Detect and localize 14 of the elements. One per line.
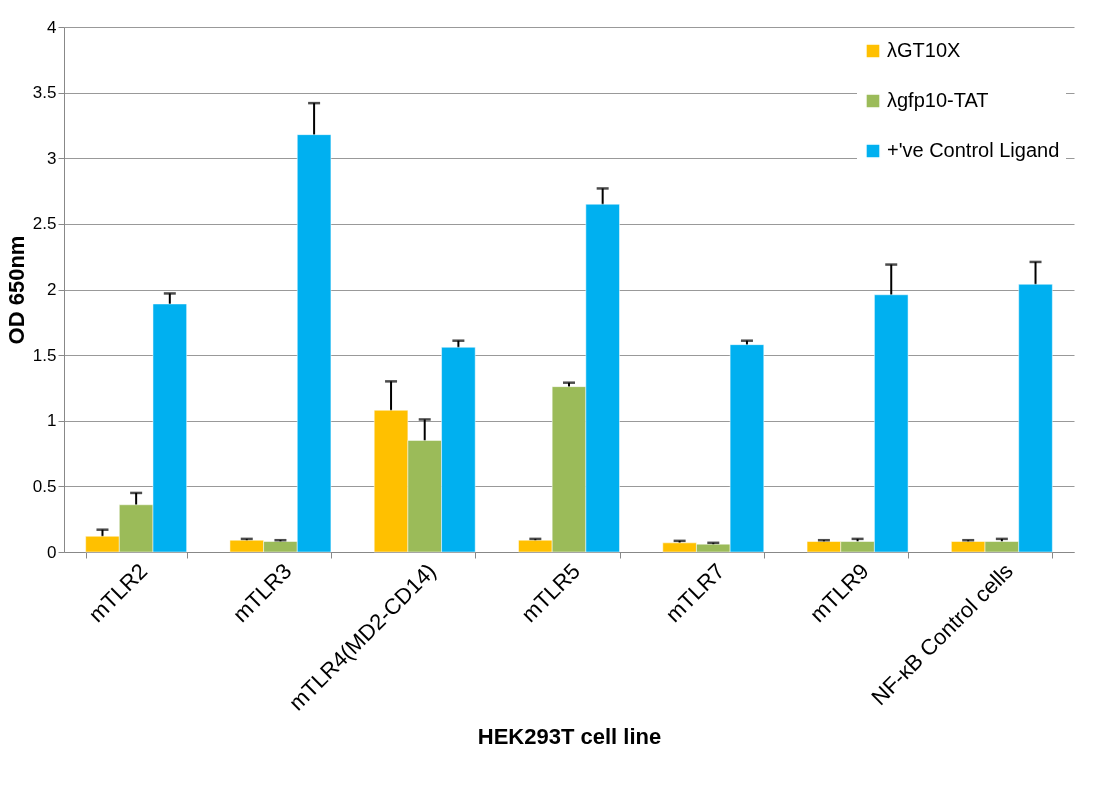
legend-label: +'ve Control Ligand xyxy=(887,139,1060,161)
y-tick-label: 1 xyxy=(47,411,57,431)
y-tick-label: 2 xyxy=(47,280,57,299)
y-tick-label: 4 xyxy=(47,17,57,37)
y-tick-label: 2.5 xyxy=(32,214,57,234)
x-axis-title: HEK293T cell line xyxy=(477,723,662,749)
y-tick-label: 1.5 xyxy=(32,345,57,365)
legend-label: λgfp10-TAT xyxy=(887,89,989,111)
y-tick-label: 0.5 xyxy=(32,476,57,496)
y-tick-label: 3 xyxy=(47,148,57,168)
legend-label: λGT10X xyxy=(887,39,961,61)
y-axis-title: OD 650nm xyxy=(3,235,29,345)
y-tick-label: 0 xyxy=(47,542,57,562)
y-tick-label: 3.5 xyxy=(32,83,57,103)
